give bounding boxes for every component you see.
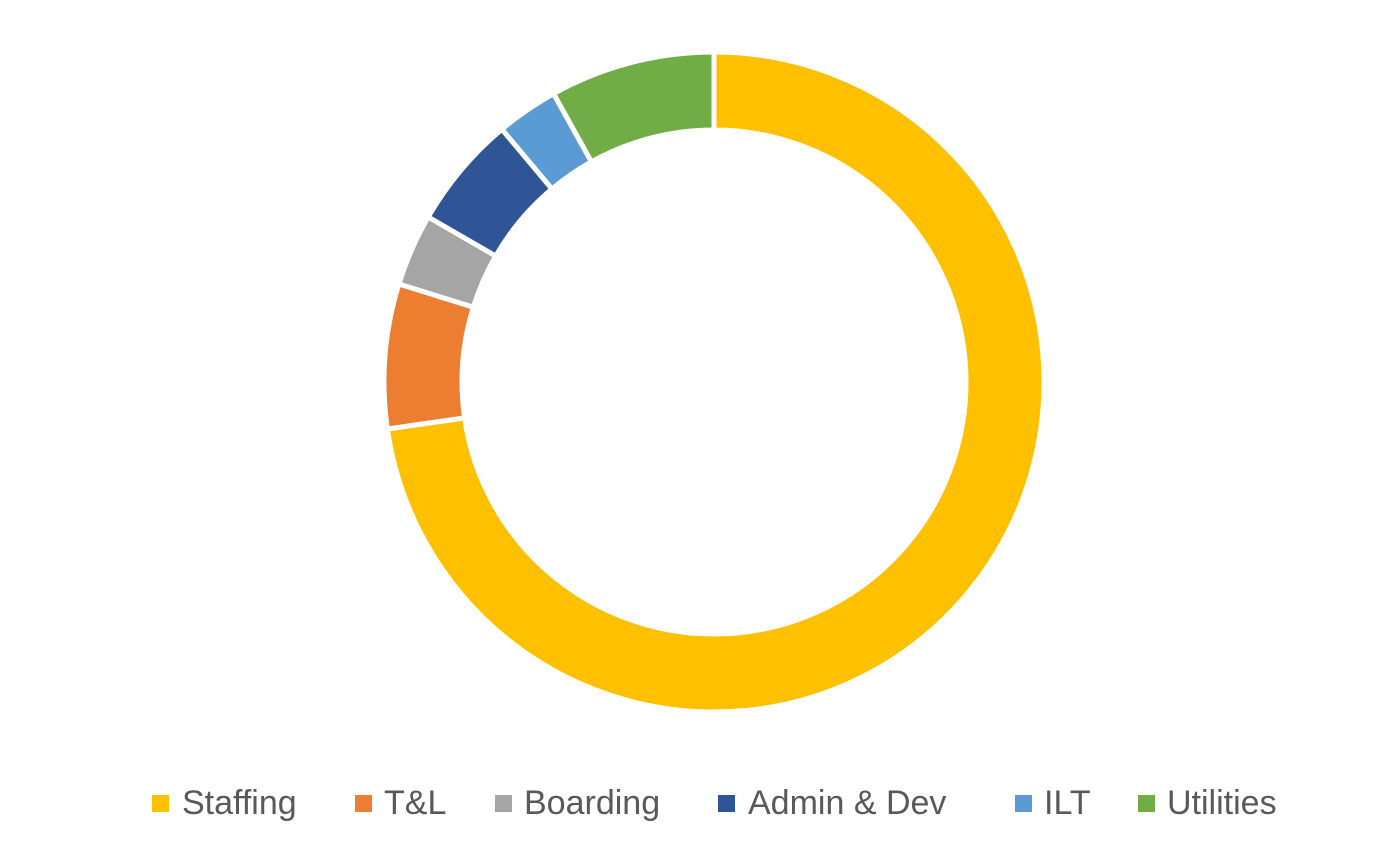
legend-swatch-admin-dev bbox=[718, 795, 735, 812]
legend-swatch-tl bbox=[355, 795, 372, 812]
legend-label-ilt: ILT bbox=[1044, 784, 1091, 822]
legend-item-admin-dev: Admin & Dev bbox=[718, 784, 946, 822]
legend-item-boarding: Boarding bbox=[495, 784, 660, 822]
donut-slice-staffing bbox=[384, 49, 1047, 715]
legend-label-boarding: Boarding bbox=[524, 784, 660, 822]
donut-slice-utilities bbox=[550, 49, 717, 166]
chart-legend: Staffing T&L Boarding Admin & Dev ILT Ut… bbox=[152, 784, 1277, 822]
donut-slices bbox=[381, 49, 1047, 715]
legend-swatch-ilt bbox=[1015, 795, 1032, 812]
legend-label-tl: T&L bbox=[384, 784, 446, 822]
legend-swatch-boarding bbox=[495, 795, 512, 812]
donut-slice-t-l bbox=[381, 280, 477, 432]
legend-item-ilt: ILT bbox=[1015, 784, 1091, 822]
legend-swatch-utilities bbox=[1138, 795, 1155, 812]
legend-item-tl: T&L bbox=[355, 784, 446, 822]
legend-label-staffing: Staffing bbox=[182, 784, 297, 822]
legend-label-admin-dev: Admin & Dev bbox=[748, 784, 946, 822]
legend-item-staffing: Staffing bbox=[152, 784, 297, 822]
legend-swatch-staffing bbox=[152, 795, 169, 812]
legend-item-utilities: Utilities bbox=[1138, 784, 1277, 822]
legend-label-utilities: Utilities bbox=[1167, 784, 1277, 822]
